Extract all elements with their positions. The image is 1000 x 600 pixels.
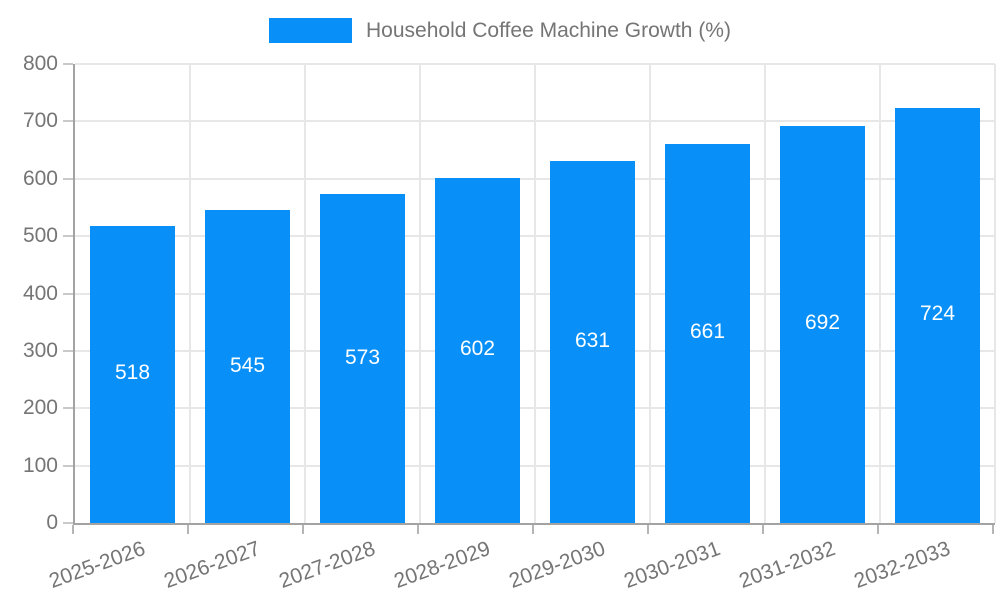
x-axis-tick-mark	[302, 525, 304, 534]
y-axis-tick-mark	[63, 63, 73, 65]
chart-legend: Household Coffee Machine Growth (%)	[0, 18, 1000, 43]
y-axis-tick-label: 0	[46, 511, 58, 534]
legend-label: Household Coffee Machine Growth (%)	[366, 19, 731, 42]
y-axis-tick-mark	[63, 292, 73, 295]
y-axis-tick-mark	[63, 177, 73, 180]
bar-2026-2027	[205, 210, 290, 523]
x-axis-tick-label: 2025-2026	[46, 537, 149, 593]
bar-value-label: 518	[114, 361, 151, 385]
legend-item[interactable]: Household Coffee Machine Growth (%)	[269, 18, 731, 43]
y-axis-tick-mark	[63, 120, 73, 123]
bar-2028-2029	[435, 177, 520, 523]
x-axis-tick-mark	[187, 525, 189, 534]
y-axis-tick-mark	[63, 464, 73, 467]
gridline-vertical	[189, 64, 191, 523]
x-axis-tick-mark	[762, 525, 764, 534]
x-axis-tick-mark	[647, 525, 649, 534]
bar-value-label: 692	[804, 311, 841, 335]
y-axis-tick-label: 200	[22, 396, 58, 420]
x-axis-tick-mark	[532, 525, 534, 534]
y-axis-tick-label: 400	[22, 281, 58, 305]
y-axis-tick-label: 100	[22, 453, 58, 477]
gridline-vertical	[304, 64, 306, 523]
x-axis-tick-label: 2030-2031	[621, 537, 724, 593]
gridline-vertical	[879, 64, 881, 523]
bar-value-label: 545	[229, 353, 266, 377]
bar-value-label: 661	[689, 320, 726, 344]
gridline-vertical	[534, 64, 536, 523]
gridline-vertical	[994, 64, 996, 523]
x-axis-tick-label: 2031-2032	[736, 537, 839, 593]
bar-2027-2028	[320, 194, 405, 523]
y-axis-tick-mark	[63, 349, 73, 352]
x-axis-tick-label: 2027-2028	[276, 537, 379, 593]
bar-2032-2033	[895, 107, 980, 523]
y-axis-tick-mark	[63, 522, 73, 524]
x-axis-tick-mark	[992, 525, 994, 534]
y-axis-tick-label: 600	[22, 166, 58, 190]
y-axis-tick-mark	[63, 235, 73, 238]
gridline-vertical	[419, 64, 421, 523]
bar-value-label: 602	[459, 337, 496, 361]
bar-2029-2030	[550, 160, 635, 523]
x-axis-tick-mark	[877, 525, 879, 534]
y-axis-tick-label: 500	[22, 224, 58, 248]
bar-2031-2032	[780, 125, 865, 523]
bar-value-label: 724	[919, 302, 956, 326]
bar-2030-2031	[665, 143, 750, 523]
bar-2025-2026	[90, 225, 175, 523]
gridline-vertical	[764, 64, 766, 523]
x-axis-tick-mark	[72, 525, 74, 534]
x-axis-tick-mark	[417, 525, 419, 534]
y-axis-tick-label: 800	[22, 52, 58, 75]
plot-area: 518 545 573 602 631 661 692 724	[73, 63, 996, 525]
y-axis-tick-mark	[63, 407, 73, 410]
y-axis-tick-label: 700	[22, 109, 58, 133]
bar-value-label: 573	[344, 345, 381, 369]
bar-value-label: 631	[574, 328, 611, 352]
x-axis-tick-label: 2026-2027	[161, 537, 264, 593]
x-axis-tick-label: 2029-2030	[506, 537, 609, 593]
x-axis-tick-label: 2028-2029	[391, 537, 494, 593]
gridline-vertical	[649, 64, 651, 523]
legend-swatch	[269, 18, 353, 43]
x-axis-tick-label: 2032-2033	[851, 537, 954, 593]
y-axis-tick-label: 300	[22, 338, 58, 362]
